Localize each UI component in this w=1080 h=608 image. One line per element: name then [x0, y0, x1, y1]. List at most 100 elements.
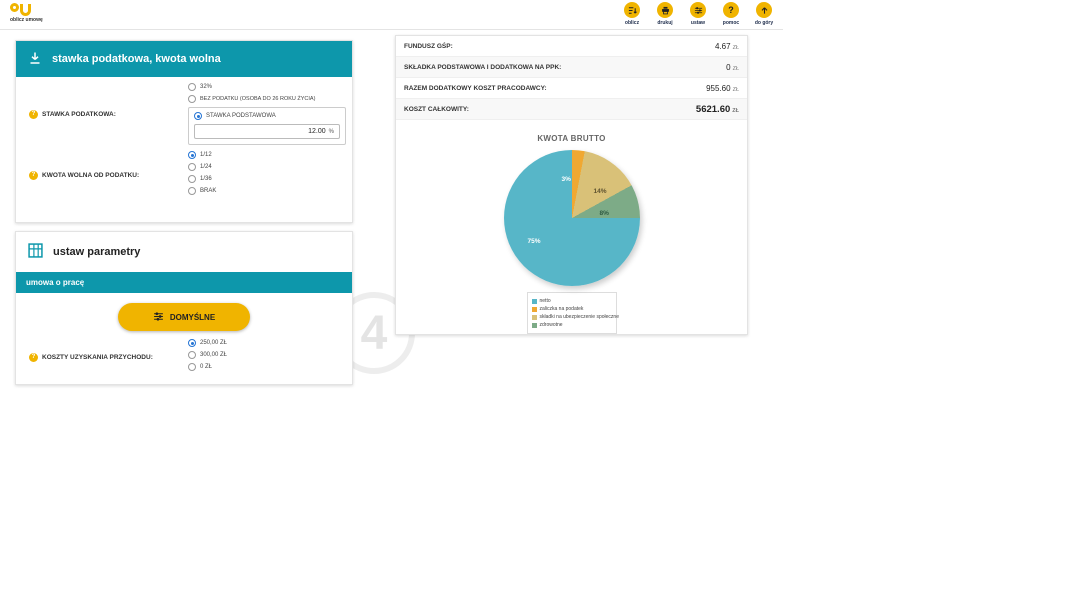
drukuj-label: drukuj — [657, 20, 673, 26]
pomoc-button[interactable]: ? pomoc — [718, 2, 744, 26]
help-icon[interactable] — [29, 170, 38, 180]
logo-u-icon — [20, 4, 31, 16]
legend-item: zaliczka na podatek — [531, 306, 612, 312]
arrow-up-icon — [756, 2, 772, 18]
do-gory-button[interactable]: do góry — [751, 2, 777, 26]
option-label: 1/12 — [200, 152, 212, 158]
tax-rate-label-wrap: STAWKA PODATKOWA: — [16, 83, 188, 145]
result-row: RAZEM DODATKOWY KOSZT PRACODAWCY: 955.60… — [396, 78, 747, 99]
tax-rate-unit: % — [328, 128, 334, 135]
parameters-card: ustaw parametry umowa o pracę DOMYŚLNE K… — [15, 231, 353, 385]
legend-swatch — [531, 314, 537, 320]
radio-option-brak[interactable]: BRAK — [188, 187, 344, 195]
pie-label-zdrowotne: 8% — [599, 210, 609, 217]
oblicz-button[interactable]: oblicz — [619, 2, 645, 26]
option-label: BEZ PODATKU (OSOBA DO 26 ROKU ŻYCIA) — [200, 96, 316, 102]
option-label: 1/36 — [200, 176, 212, 182]
radio-icon — [188, 175, 196, 183]
drukuj-button[interactable]: drukuj — [652, 2, 678, 26]
default-button[interactable]: DOMYŚLNE — [118, 303, 250, 331]
calculate-icon — [624, 2, 640, 18]
result-unit: ZŁ — [732, 44, 739, 51]
radio-option-1-36[interactable]: 1/36 — [188, 175, 344, 183]
result-row: FUNDUSZ GŚP: 4.67 ZŁ — [396, 36, 747, 57]
tax-card-header: stawka podatkowa, kwota wolna — [16, 41, 352, 77]
income-costs-options: 250,00 ZŁ 300,00 ZŁ 0 ZŁ — [188, 339, 352, 375]
radio-option-1-12[interactable]: 1/12 — [188, 151, 344, 159]
tax-rate-row: STAWKA PODATKOWA: 32% BEZ PODATKU (OSOBA… — [16, 77, 352, 145]
tax-card-title: stawka podatkowa, kwota wolna — [52, 53, 221, 65]
legend-label: zdrowotne — [539, 322, 563, 328]
legend-label: netto — [539, 298, 551, 304]
income-costs-label: KOSZTY UZYSKANIA PRZYCHODU: — [42, 353, 153, 361]
oblicz-label: oblicz — [624, 20, 640, 26]
option-label: 300,00 ZŁ — [200, 352, 228, 358]
header-actions: oblicz drukuj ustaw ? pomoc — [619, 2, 777, 26]
logo[interactable]: oblicz umowę — [10, 2, 43, 23]
help-icon[interactable] — [29, 109, 38, 119]
radio-option-1-24[interactable]: 1/24 — [188, 163, 344, 171]
result-number: 955.60 — [706, 83, 731, 93]
radio-icon — [188, 83, 196, 91]
download-arrow-icon — [28, 51, 42, 68]
pomoc-label: pomoc — [722, 20, 740, 26]
radio-option-300[interactable]: 300,00 ZŁ — [188, 351, 344, 359]
radio-icon — [188, 95, 196, 103]
result-label: RAZEM DODATKOWY KOSZT PRACODAWCY: — [404, 84, 547, 92]
result-label: FUNDUSZ GŚP: — [404, 42, 453, 50]
pie-label-zaliczka: 3% — [561, 176, 571, 183]
tax-free-label: KWOTA WOLNA OD PODATKU: — [42, 171, 140, 179]
result-unit: ZŁ — [732, 65, 739, 72]
tax-free-options: 1/12 1/24 1/36 BRAK — [188, 151, 352, 199]
result-row: SKŁADKA PODSTAWOWA I DODATKOWA NA PPK: 0… — [396, 57, 747, 78]
do-gory-label: do góry — [754, 20, 774, 26]
grid-icon — [28, 243, 43, 261]
contract-type-bar: umowa o pracę — [16, 272, 352, 293]
params-card-header: ustaw parametry — [16, 232, 352, 272]
question-icon: ? — [723, 2, 739, 18]
tax-settings-card: stawka podatkowa, kwota wolna STAWKA POD… — [15, 40, 353, 223]
radio-option-250[interactable]: 250,00 ZŁ — [188, 339, 344, 347]
result-number: 5621.60 — [695, 103, 731, 115]
income-costs-row: KOSZTY UZYSKANIA PRZYCHODU: 250,00 ZŁ 30… — [16, 337, 352, 375]
radio-icon — [188, 187, 196, 195]
radio-option-bez-podatku[interactable]: BEZ PODATKU (OSOBA DO 26 ROKU ŻYCIA) — [188, 95, 346, 103]
tax-free-label-wrap: KWOTA WOLNA OD PODATKU: — [16, 151, 188, 199]
tax-free-row: KWOTA WOLNA OD PODATKU: 1/12 1/24 1/36 — [16, 145, 352, 199]
radio-option-0[interactable]: 0 ZŁ — [188, 363, 344, 371]
tax-rate-value: 12.00 — [308, 128, 326, 135]
legend-item: netto — [531, 298, 612, 304]
tax-rate-options: 32% BEZ PODATKU (OSOBA DO 26 ROKU ŻYCIA)… — [188, 83, 354, 145]
result-row-total: KOSZT CAŁKOWITY: 5621.60 ZŁ — [396, 99, 747, 120]
sliders-icon — [690, 2, 706, 18]
radio-option-stawka-podstawowa[interactable]: STAWKA PODSTAWOWA — [194, 112, 340, 120]
result-value: 0 ZŁ — [726, 63, 739, 72]
ustaw-button[interactable]: ustaw — [685, 2, 711, 26]
radio-icon-selected — [194, 112, 202, 120]
income-costs-label-wrap: KOSZTY UZYSKANIA PRZYCHODU: — [16, 339, 188, 375]
pie-label-skladki: 14% — [593, 188, 607, 195]
option-label: 1/24 — [200, 164, 212, 170]
radio-option-32[interactable]: 32% — [188, 83, 346, 91]
option-label: BRAK — [200, 188, 217, 194]
legend-swatch — [531, 306, 537, 312]
legend-swatch — [531, 298, 537, 304]
radio-icon — [188, 363, 196, 371]
legend-item: składki na ubezpieczenie społeczne — [531, 314, 619, 320]
option-label: STAWKA PODSTAWOWA — [206, 113, 276, 119]
help-icon[interactable] — [29, 352, 38, 362]
legend-label: składki na ubezpieczenie społeczne — [539, 314, 620, 320]
result-number: 0 — [726, 62, 731, 72]
legend-swatch — [531, 322, 537, 328]
result-unit: ZŁ — [732, 107, 739, 114]
params-card-title: ustaw parametry — [53, 246, 141, 258]
logo-o-icon — [10, 3, 19, 12]
tax-rate-label: STAWKA PODATKOWA: — [42, 110, 116, 118]
option-label: 32% — [200, 84, 213, 90]
radio-icon — [188, 351, 196, 359]
result-label: SKŁADKA PODSTAWOWA I DODATKOWA NA PPK: — [404, 63, 562, 71]
tax-rate-input[interactable]: 12.00 % — [194, 124, 340, 139]
chart-legend: netto zaliczka na podatek składki na ube… — [526, 292, 619, 334]
legend-item: zdrowotne — [531, 322, 612, 328]
